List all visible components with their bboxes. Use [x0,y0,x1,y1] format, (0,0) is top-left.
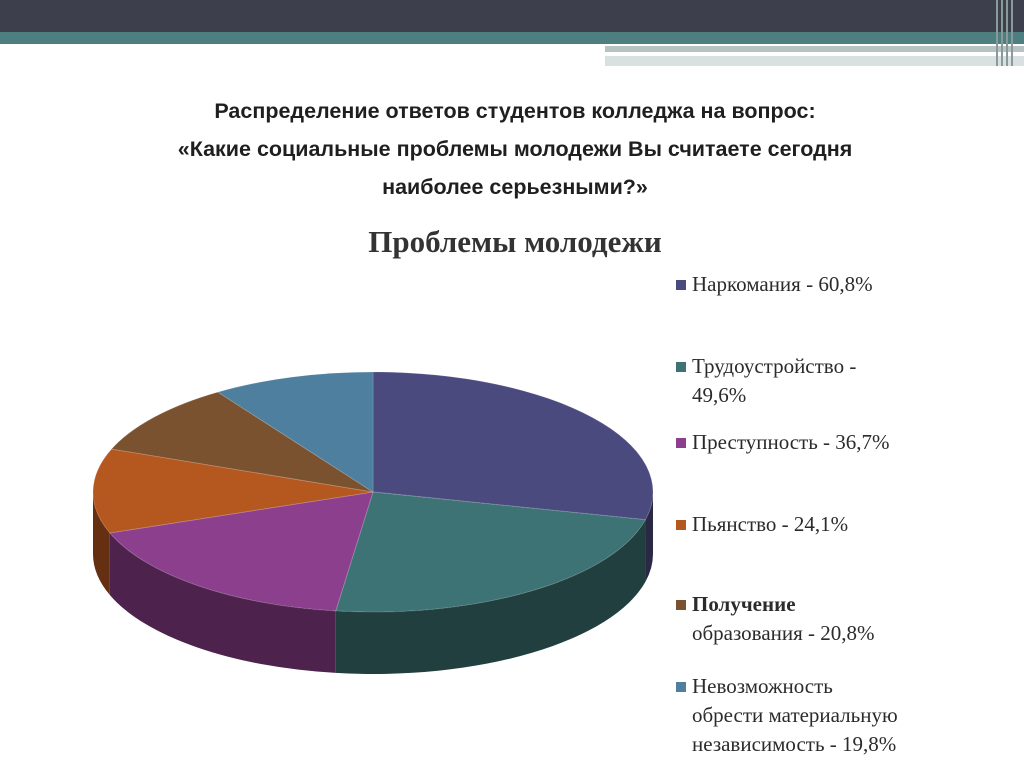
legend-swatch [676,362,686,372]
pie-slice [216,371,374,493]
chart-title: Проблемы молодежи [368,224,662,259]
accent-bar [605,56,1024,66]
corner-decoration [996,0,1013,66]
legend-label: Трудоустройство - 49,6% [692,352,992,410]
legend-label: Невозможность обрести материальную независ… [692,672,992,759]
pie-slice-side [645,492,653,582]
legend-swatch [676,520,686,530]
legend-label-line: обрести материальную [692,703,898,727]
legend-label-line: Преступность - 36,7% [692,430,890,454]
legend-label-line: Пьянство - 24,1% [692,512,849,536]
legend-label-line: Трудоустройство - [692,354,857,378]
legend-swatch [676,600,686,610]
pie-slice [108,491,374,612]
slide-title: Распределение ответов студентов колледжа… [100,92,930,206]
pie-slice-side [335,519,646,674]
accent-bar [605,46,1024,52]
header-band [0,0,1024,32]
legend-label: Получение образования - 20,8% [692,590,992,648]
legend-label-line: 49,6% [692,383,747,407]
legend-label-line: Невозможность [692,674,833,698]
slide-title-line: Распределение ответов студентов колледжа… [214,99,816,123]
pie-slice [92,448,374,534]
pie-slice-side [109,532,336,673]
legend-swatch [676,438,686,448]
legend-label: Пьянство - 24,1% [692,510,992,539]
legend-label: Преступность - 36,7% [692,428,992,457]
legend-swatch [676,682,686,692]
pie-slice [372,371,654,521]
legend-swatch [676,280,686,290]
legend-label-line: Наркомания - 60,8% [692,272,873,296]
legend-label-line: независимость - 19,8% [692,732,897,756]
legend-label-line: образования - 20,8% [692,621,875,645]
legend-label-line: Получение [692,592,796,616]
slide-title-line: «Какие социальные проблемы молодежи Вы с… [177,137,853,161]
slide-title-line: наиболее серьезными?» [382,175,648,199]
accent-stripe [0,32,1024,44]
legend-label: Наркомания - 60,8% [692,270,992,299]
pie-slice [110,391,374,493]
pie-slice [335,491,647,613]
pie-slice-side [93,492,110,595]
